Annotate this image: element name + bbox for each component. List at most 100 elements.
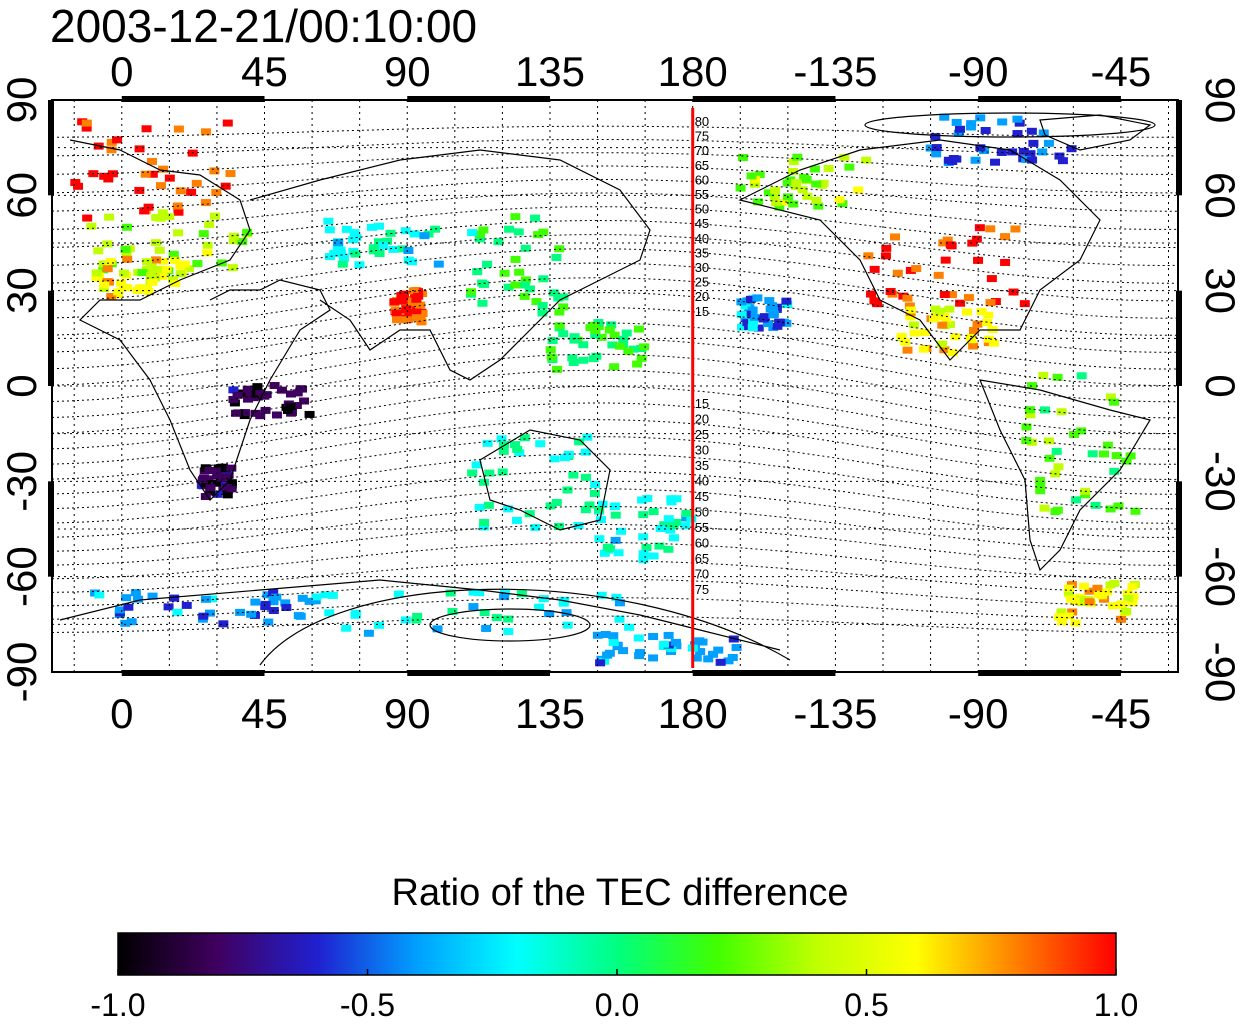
tec-data-cell (1113, 502, 1124, 510)
tec-data-cell (1092, 584, 1103, 592)
tec-data-cell (1054, 613, 1065, 621)
right-latitude-ticks: 90 60 30 0 -30 -60 -90 (1197, 77, 1240, 703)
tec-data-cell (481, 624, 492, 632)
tec-data-cell (533, 231, 544, 239)
tec-data-cell (735, 184, 746, 192)
tec-data-cell (93, 247, 104, 255)
tec-data-cell (863, 252, 874, 260)
tec-data-cell (164, 213, 175, 221)
tec-data-cell (680, 522, 691, 530)
tec-data-cell (363, 629, 374, 637)
tec-data-cell (1000, 258, 1011, 266)
tec-data-cell (299, 397, 310, 405)
tec-data-cell (666, 498, 677, 506)
tec-data-cell (588, 321, 599, 329)
tec-data-cell (648, 552, 659, 560)
magnetic-latitude-curve (51, 234, 1178, 284)
tec-data-cell (604, 649, 615, 657)
tec-data-cell (86, 222, 97, 230)
tec-data-cell (1000, 233, 1011, 241)
tec-data-cell (170, 279, 181, 287)
tec-data-cell (811, 180, 822, 188)
tec-data-cell (205, 488, 216, 496)
contour-label: 30 (695, 443, 709, 458)
tec-data-cell (1066, 581, 1077, 589)
tec-data-cell (554, 308, 565, 316)
tec-data-cell (168, 276, 179, 284)
tec-data-cell (126, 618, 137, 626)
tec-data-cell (746, 172, 757, 180)
bottom-longitude-ticks: 0 45 90 135 180 -135 -90 -45 (110, 690, 1151, 737)
tec-data-cell (204, 609, 215, 617)
bottom-lon-tick-label: 45 (241, 690, 288, 737)
tec-data-cell (175, 187, 186, 195)
tec-data-cell (613, 549, 624, 557)
tec-data-cell (990, 158, 1001, 166)
tec-data-cell (597, 500, 608, 508)
tec-data-cell (184, 265, 195, 273)
tec-data-cell (1039, 406, 1050, 414)
tec-data-cell (902, 294, 913, 302)
tec-data-cell (260, 600, 271, 608)
tec-data-cell (512, 445, 523, 453)
tec-data-cell (748, 318, 759, 326)
tec-data-cell (561, 609, 572, 617)
colorbar-tick-label: 1.0 (1094, 987, 1138, 1023)
tec-data-cell (218, 620, 229, 628)
tec-data-cell (467, 229, 478, 237)
tec-data-cell (609, 363, 620, 371)
tec-data-cell (281, 604, 292, 612)
tec-data-cell (200, 199, 211, 207)
tec-data-cell (503, 615, 514, 623)
tec-data-cell (931, 150, 942, 158)
right-lat-tick-label: -90 (1197, 642, 1240, 703)
tec-data-cell (285, 403, 296, 411)
tec-data-cell (554, 245, 565, 253)
tec-data-cell (1024, 406, 1035, 414)
tec-data-cell (106, 146, 117, 154)
tec-data-cell (212, 467, 223, 475)
tec-data-cell (417, 310, 428, 318)
tec-data-cell (466, 288, 477, 296)
bottom-frame-bar (407, 670, 550, 676)
tec-data-cell (973, 256, 984, 264)
tec-data-cell (668, 522, 679, 530)
tec-data-cell (231, 409, 242, 417)
tec-data-cell (474, 589, 485, 597)
tec-data-cell (268, 607, 279, 615)
tec-data-cell (1125, 452, 1136, 460)
tec-data-cell (323, 217, 334, 225)
tec-data-cell (990, 298, 1001, 306)
tec-data-cell (222, 119, 233, 127)
tec-data-cell (472, 268, 483, 276)
tec-data-cell (975, 144, 986, 152)
contour-label: 75 (695, 582, 709, 597)
tec-data-cell (242, 385, 253, 393)
tec-data-cell (475, 230, 486, 238)
tec-data-cell (432, 625, 443, 633)
left-lat-tick-label: 0 (0, 374, 45, 397)
tec-data-cell (614, 615, 625, 623)
tec-data-cell (545, 502, 556, 510)
colorbar-tick-label: -1.0 (90, 987, 145, 1023)
tec-data-cell (134, 186, 145, 194)
contour-label: 15 (695, 304, 709, 319)
tec-data-cell (514, 268, 525, 276)
magnetic-latitude-curve (51, 206, 1178, 248)
tec-data-cell (763, 189, 774, 197)
bottom-frame-bar (692, 670, 836, 676)
tec-data-cell (297, 385, 308, 393)
left-lat-tick-label: 60 (0, 172, 45, 219)
tec-data-cell (580, 473, 591, 481)
tec-data-cell (966, 120, 977, 128)
tec-data-cell (567, 354, 578, 362)
tec-data-cell (648, 508, 659, 516)
top-longitude-ticks: 0 45 90 135 180 -135 -90 -45 (110, 48, 1151, 95)
tec-data-cell (538, 275, 549, 283)
tec-data-cell (1012, 115, 1023, 123)
tec-data-cell (930, 305, 941, 313)
contour-label: 45 (695, 216, 709, 231)
tec-data-cell (595, 516, 606, 524)
tec-data-cell (250, 598, 261, 606)
tec-data-cell (749, 313, 760, 321)
